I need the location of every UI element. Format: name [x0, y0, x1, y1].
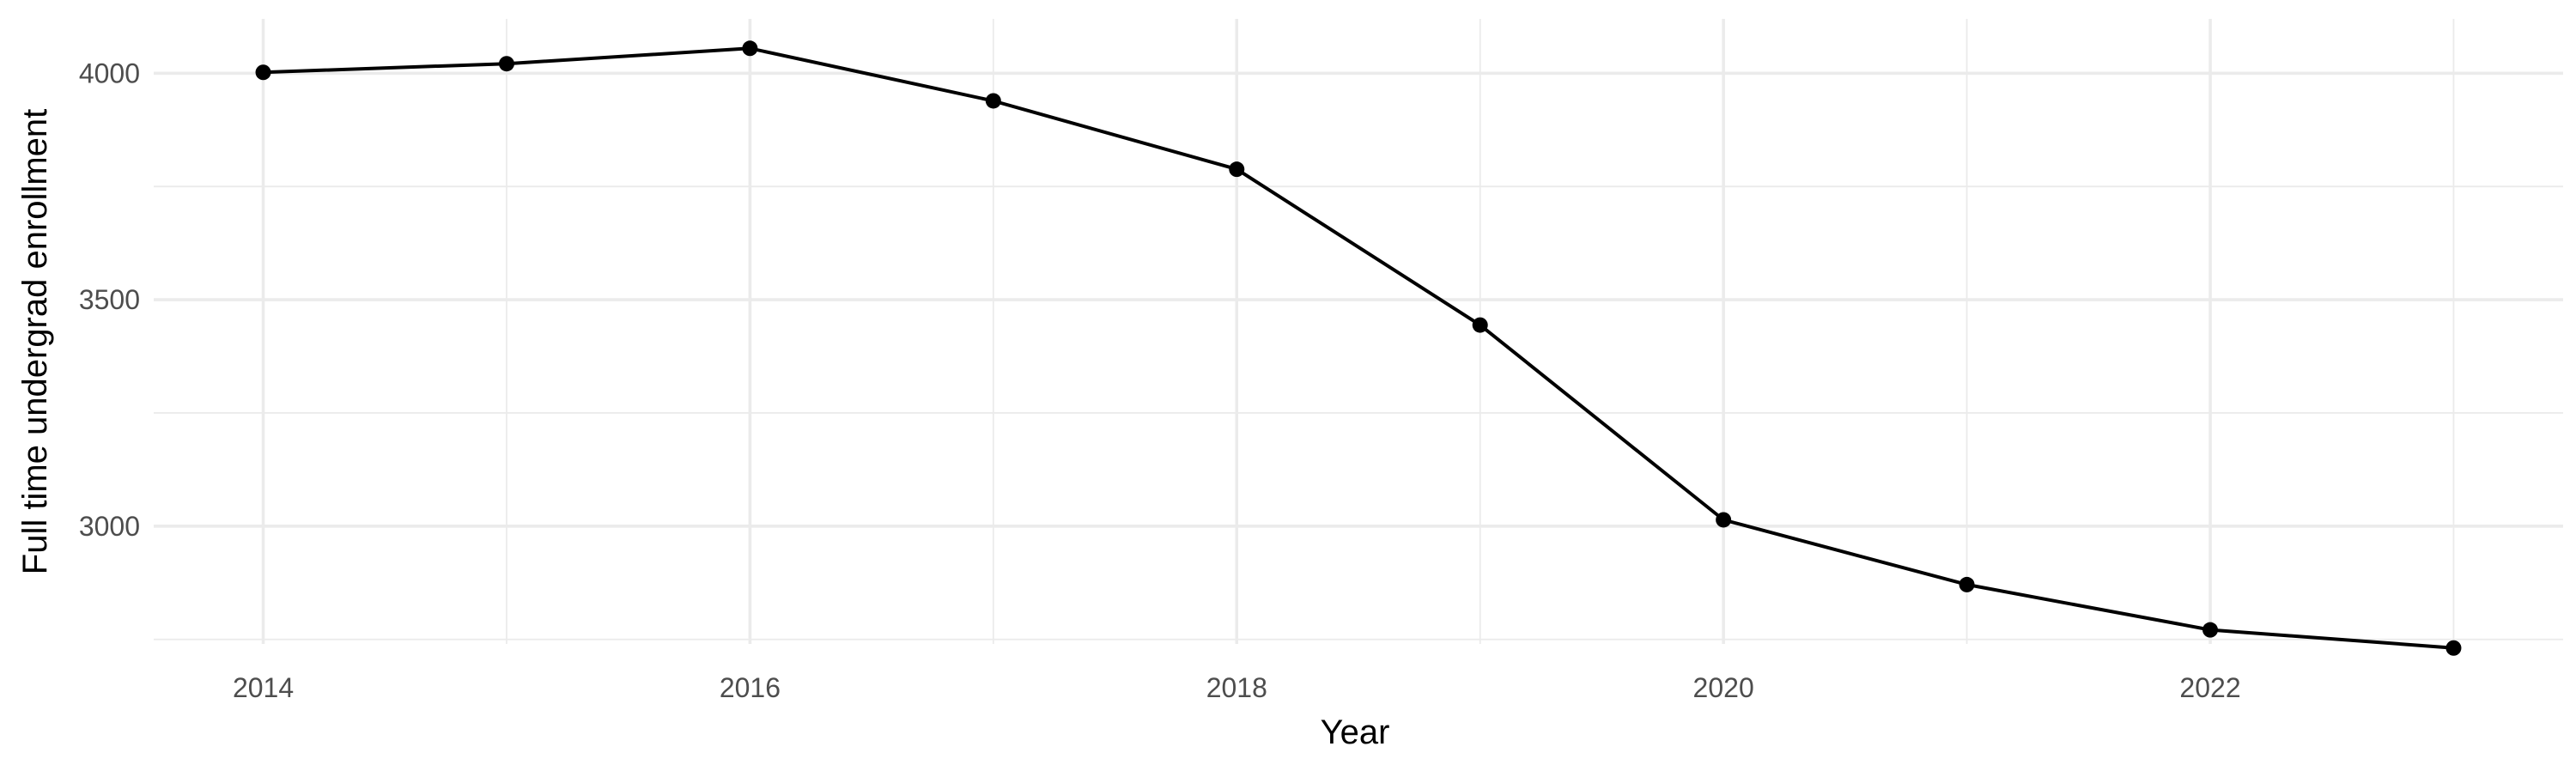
x-axis-tick-labels: 2014 2016 2018 2020 2022	[233, 672, 2241, 703]
y-tick-label: 3500	[79, 284, 140, 315]
data-point-2015	[498, 56, 514, 72]
x-tick-label: 2020	[1693, 672, 1754, 703]
x-tick-label: 2014	[233, 672, 294, 703]
grid-lines	[154, 19, 2563, 644]
data-point-2014	[255, 64, 271, 81]
y-tick-label: 4000	[79, 58, 140, 88]
series-line	[263, 46, 2454, 650]
x-tick-label: 2018	[1206, 672, 1267, 703]
data-point-2022	[2202, 622, 2219, 638]
y-tick-label: 3000	[79, 511, 140, 542]
data-point-2019	[1472, 317, 1488, 333]
y-axis-tick-labels: 3000 3500 4000	[79, 58, 140, 542]
data-point-2018	[1229, 161, 1245, 178]
data-point-2020	[1716, 512, 1732, 528]
series-lines	[263, 46, 2454, 650]
y-axis-title: Full time undergrad enrollment	[16, 109, 54, 574]
data-point-2021	[1959, 576, 1975, 592]
data-points	[255, 40, 2462, 656]
x-axis-title: Year	[1321, 713, 1390, 751]
x-tick-label: 2022	[2179, 672, 2240, 703]
data-point-2017	[985, 93, 1001, 109]
x-tick-label: 2016	[720, 672, 781, 703]
data-point-2016	[742, 40, 758, 57]
data-point-2023	[2445, 640, 2462, 656]
